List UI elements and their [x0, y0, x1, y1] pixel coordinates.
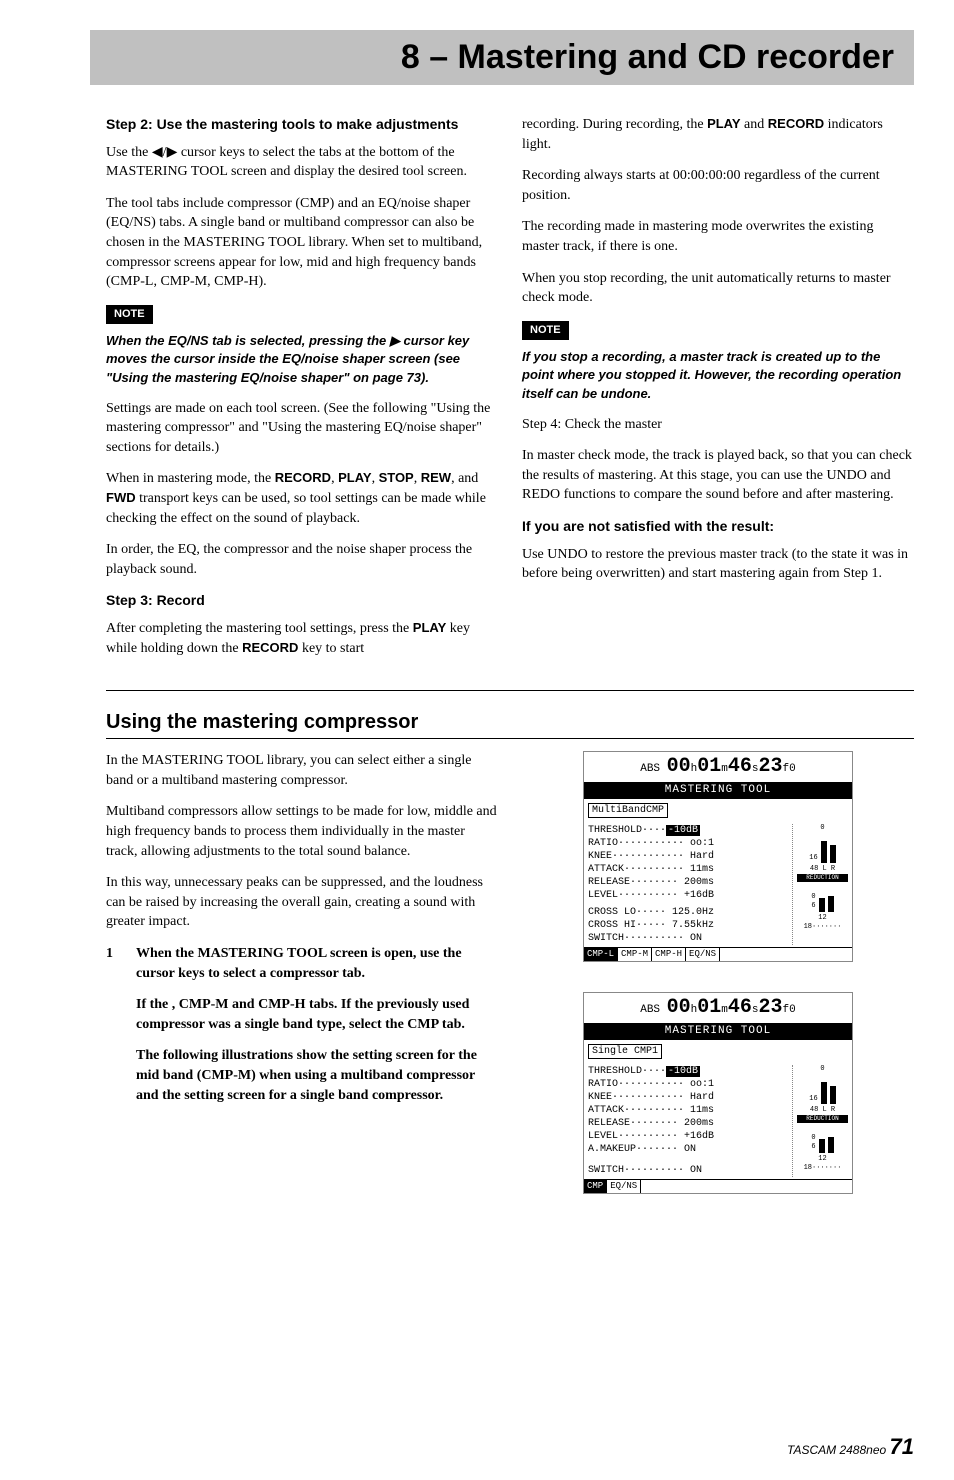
note-badge-right: NOTE — [522, 321, 569, 340]
chapter-title: 8 – Mastering and CD recorder — [401, 38, 894, 76]
lcd2-preset: Single CMP1 — [588, 1044, 662, 1059]
column-left: Step 2: Use the mastering tools to make … — [106, 115, 498, 670]
lcd1-params: THRESHOLD····-10dB RATIO··········· oo:1… — [588, 824, 792, 945]
lcd2-time: ABS 00h01m46s23f0 — [584, 993, 852, 1023]
step3-heading: Step 3: Record — [106, 591, 498, 611]
lcd2-tabs: CMP EQ/NS — [584, 1179, 852, 1194]
section2-heading: Using the mastering compressor — [106, 711, 914, 739]
note-badge: NOTE — [106, 305, 153, 324]
page-number: 71 — [890, 1434, 914, 1459]
footer-model: TASCAM 2488neo — [787, 1443, 886, 1457]
s2-p3: In this way, unnecessary peaks can be su… — [106, 873, 498, 932]
chapter-header: 8 – Mastering and CD recorder — [90, 30, 914, 85]
step2-p2: The tool tabs include compressor (CMP) a… — [106, 194, 498, 292]
right-p5: Step 4: Check the master — [522, 415, 914, 435]
lcd1-meters: 0 16 48 L R REDUCTION 06 12 18······· — [792, 824, 848, 945]
lcd1-preset: MultiBandCMP — [588, 803, 668, 818]
s2-p2: Multiband compressors allow settings to … — [106, 802, 498, 861]
lcd-screenshot-single: ABS 00h01m46s23f0 MASTERING TOOL Single … — [583, 992, 853, 1194]
step2-p5: In order, the EQ, the compressor and the… — [106, 540, 498, 579]
lcd1-title: MASTERING TOOL — [584, 782, 852, 798]
step2-p4: When in mastering mode, the RECORD, PLAY… — [106, 469, 498, 528]
column-right: recording. During recording, the PLAY an… — [522, 115, 914, 670]
note-body-right: If you stop a recording, a master track … — [522, 348, 914, 403]
lcd1-tab-cmpm: CMP-M — [618, 948, 652, 962]
note-body-left: When the EQ/NS tab is selected, pressing… — [106, 332, 498, 387]
right-p2: Recording always starts at 00:00:00:00 r… — [522, 166, 914, 205]
section2-right: ABS 00h01m46s23f0 MASTERING TOOL MultiBa… — [522, 751, 914, 1194]
section-divider — [106, 690, 914, 691]
right-p4: When you stop recording, the unit automa… — [522, 269, 914, 308]
step2-p3: Settings are made on each tool screen. (… — [106, 399, 498, 458]
step2-p1: Use the ◀/▶ cursor keys to select the ta… — [106, 143, 498, 182]
lcd2-meters: 0 16 48 L R REDUCTION 06 12 18······· — [792, 1065, 848, 1177]
right-subhead: If you are not satisfied with the result… — [522, 517, 914, 537]
right-p1: recording. During recording, the PLAY an… — [522, 115, 914, 154]
lcd2-tab-eqns: EQ/NS — [607, 1180, 641, 1194]
lcd1-tab-cmph: CMP-H — [652, 948, 686, 962]
right-arrow-icon: ▶ — [167, 145, 178, 160]
s2-p1: In the MASTERING TOOL library, you can s… — [106, 751, 498, 790]
lcd1-tab-eqns: EQ/NS — [686, 948, 720, 962]
page-footer: TASCAM 2488neo 71 — [0, 1434, 914, 1460]
lcd-screenshot-multiband: ABS 00h01m46s23f0 MASTERING TOOL MultiBa… — [583, 751, 853, 962]
s2-step1: 1 When the MASTERING TOOL screen is open… — [106, 944, 498, 1117]
right-p3: The recording made in mastering mode ove… — [522, 217, 914, 256]
left-arrow-icon: ◀ — [152, 145, 163, 160]
section2-left: In the MASTERING TOOL library, you can s… — [106, 751, 498, 1194]
lcd1-tabs: CMP-L CMP-M CMP-H EQ/NS — [584, 947, 852, 962]
step2-heading: Step 2: Use the mastering tools to make … — [106, 115, 498, 135]
lcd1-time: ABS 00h01m46s23f0 — [584, 752, 852, 782]
lcd2-title: MASTERING TOOL — [584, 1023, 852, 1039]
step3-p1: After completing the mastering tool sett… — [106, 619, 498, 658]
right-p6: In master check mode, the track is playe… — [522, 446, 914, 505]
right-p7: Use UNDO to restore the previous master … — [522, 545, 914, 584]
lcd2-tab-cmp: CMP — [584, 1180, 607, 1194]
lcd1-tab-cmpl: CMP-L — [584, 948, 618, 962]
lcd2-params: THRESHOLD····-10dB RATIO··········· oo:1… — [588, 1065, 792, 1177]
